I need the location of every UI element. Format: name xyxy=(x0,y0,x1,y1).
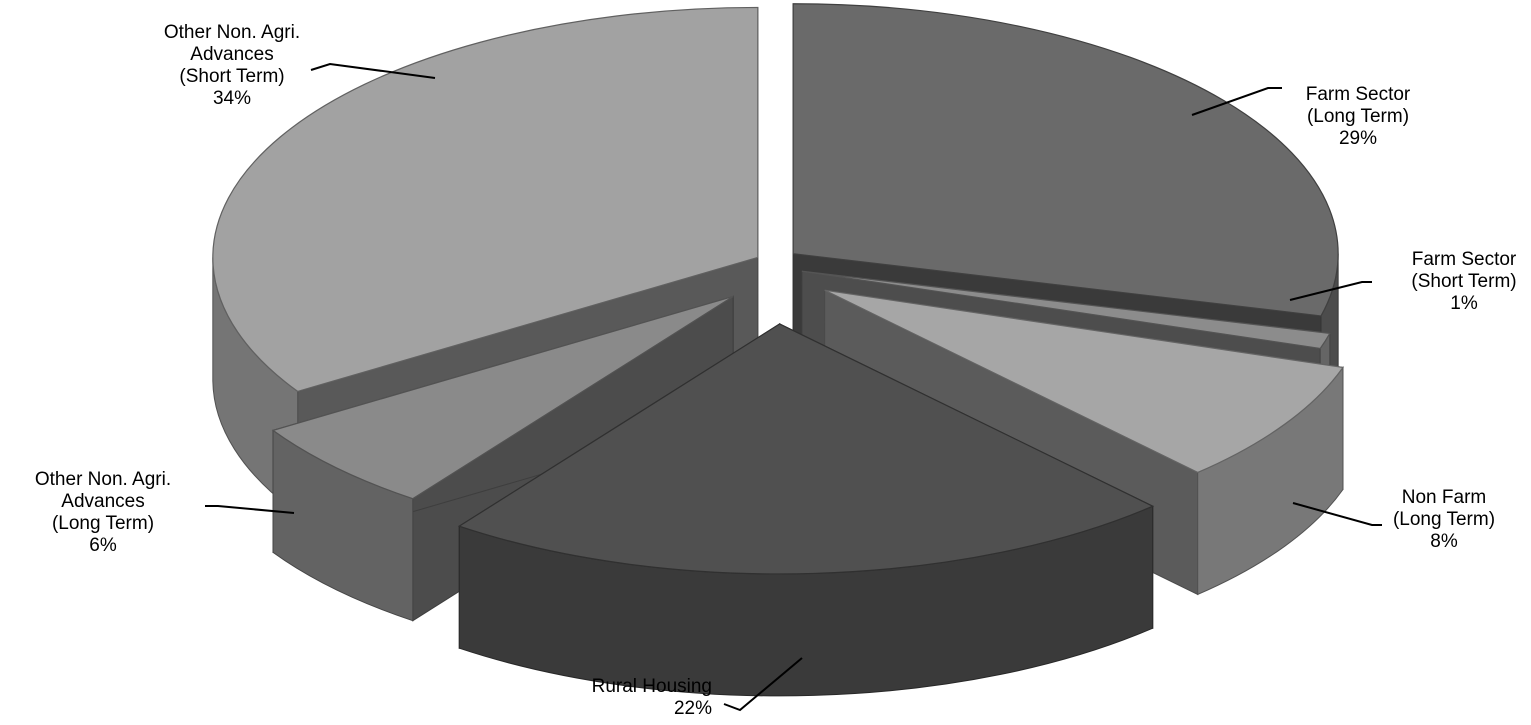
slice-name-label: (Long Term) xyxy=(52,513,154,534)
leader-line xyxy=(1191,87,1282,116)
pie-slice xyxy=(824,289,1345,474)
pie-top-faces xyxy=(212,3,1345,575)
slice-label: Non Farm (Long Term) 8% xyxy=(1393,487,1495,552)
pie-slice xyxy=(271,295,734,500)
slice-name-label: (Short Term) xyxy=(179,66,284,87)
slice-name-label: Other Non. Agri. xyxy=(164,22,300,43)
pie-leader-lines xyxy=(205,62,1382,712)
slice-name-label: (Long Term) xyxy=(1393,509,1495,530)
pie-slice xyxy=(792,3,1339,317)
slice-value-label: 6% xyxy=(89,535,117,556)
pie-labels: Farm Sector (Long Term) 29%Farm Sector (Sho… xyxy=(35,22,1517,719)
slice-name-label: Farm Sector xyxy=(1412,249,1517,270)
slice-name-label: Non Farm xyxy=(1402,487,1486,508)
leader-line xyxy=(1292,502,1382,526)
slice-name-label: (Long Term) xyxy=(1307,106,1409,127)
slice-label: Other Non. Agri. Advances (Short Term) 34% xyxy=(164,22,300,109)
slice-value-label: 29% xyxy=(1339,128,1377,149)
slice-value-label: 8% xyxy=(1430,531,1458,552)
leader-line xyxy=(723,657,803,712)
pie-slice xyxy=(212,6,759,393)
slice-label: Other Non. Agri. Advances (Long Term) 6% xyxy=(35,469,171,556)
slice-name-label: (Short Term) xyxy=(1411,271,1516,292)
leader-line xyxy=(1289,281,1372,301)
slice-name-label: Advances xyxy=(61,491,144,512)
slice-name-label: Advances xyxy=(190,44,273,65)
leader-line xyxy=(310,62,436,79)
leader-line xyxy=(205,505,295,514)
slice-name-label: Farm Sector xyxy=(1306,84,1411,105)
slice-name-label: Rural Housing xyxy=(592,676,712,697)
pie-slice xyxy=(801,270,1331,350)
slice-label: Farm Sector (Long Term) 29% xyxy=(1306,84,1411,149)
slice-label: Farm Sector (Short Term) 1% xyxy=(1411,249,1517,314)
slice-value-label: 1% xyxy=(1450,293,1478,314)
slice-value-label: 34% xyxy=(213,88,251,109)
slice-value-label: 22% xyxy=(674,698,712,719)
slice-label: Rural Housing 22% xyxy=(592,676,713,719)
pie-slice xyxy=(457,323,1155,575)
slice-name-label: Other Non. Agri. xyxy=(35,469,171,490)
